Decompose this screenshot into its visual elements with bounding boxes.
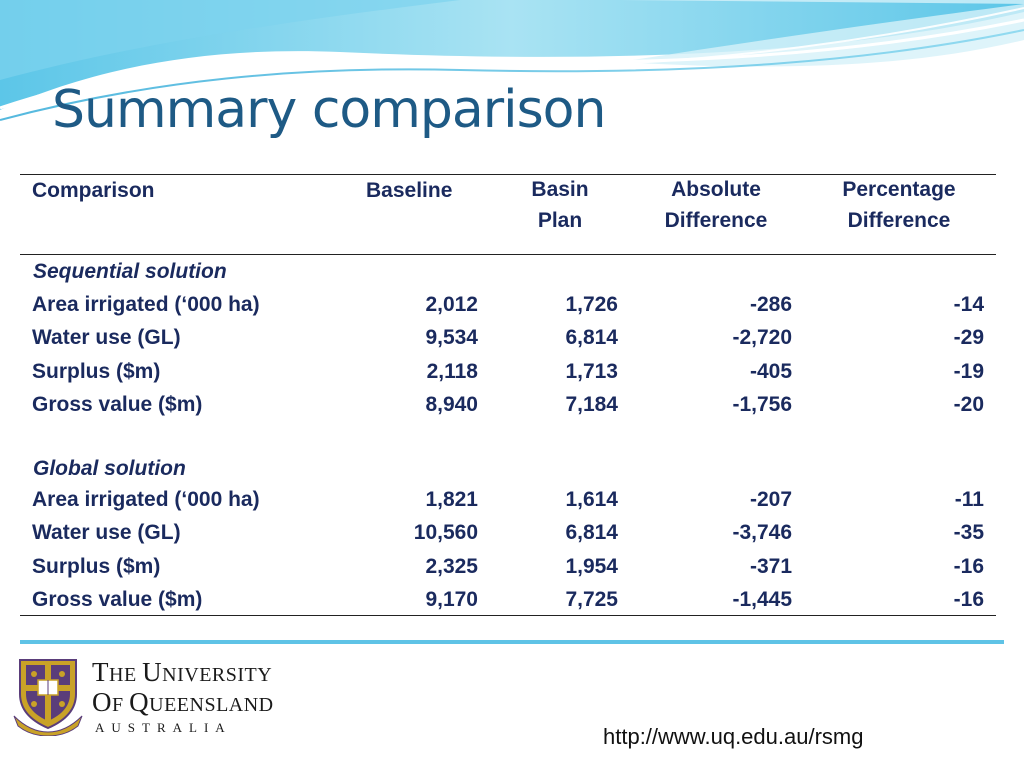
row-label: Surplus ($m) — [32, 555, 161, 578]
cell-percentage-difference: -35 — [953, 521, 984, 544]
cell-baseline: 2,012 — [425, 293, 478, 316]
col-header-comparison: Comparison — [32, 179, 155, 202]
cell-percentage-difference: -16 — [953, 555, 984, 578]
footer-divider — [20, 640, 1004, 644]
university-name-line1: THE UNIVERSITY — [92, 657, 273, 687]
cell-percentage-difference: -20 — [953, 393, 984, 416]
university-name-line2: OF QUEENSLAND — [92, 687, 274, 717]
row-label: Gross value ($m) — [32, 393, 203, 416]
summary-table — [20, 174, 996, 616]
cell-absolute-difference: -3,746 — [732, 521, 792, 544]
cell-baseline: 9,170 — [425, 588, 478, 611]
cell-percentage-difference: -14 — [953, 293, 984, 316]
university-country: AUSTRALIA — [95, 720, 232, 735]
cell-basin-plan: 1,954 — [565, 555, 618, 578]
col-header-pct-line1: Percentage — [842, 178, 956, 201]
cell-baseline: 2,118 — [426, 360, 478, 383]
col-header-absolute-difference: Absolute Difference — [646, 174, 786, 236]
cell-basin-plan: 6,814 — [565, 521, 618, 544]
cell-basin-plan: 7,184 — [565, 393, 618, 416]
header-swoosh-decoration — [0, 0, 1024, 121]
cell-absolute-difference: -2,720 — [732, 326, 792, 349]
section-label-sequential: Sequential solution — [33, 260, 227, 283]
cell-percentage-difference: -29 — [953, 326, 984, 349]
cell-baseline: 9,534 — [425, 326, 478, 349]
cell-percentage-difference: -11 — [954, 488, 984, 511]
row-label: Water use (GL) — [32, 521, 181, 544]
cell-absolute-difference: -371 — [749, 555, 792, 578]
header-divider — [20, 254, 996, 255]
col-header-basin-line2: Plan — [537, 209, 583, 232]
cell-absolute-difference: -405 — [749, 360, 792, 383]
cell-basin-plan: 1,614 — [565, 488, 618, 511]
cell-absolute-difference: -286 — [749, 293, 792, 316]
cell-percentage-difference: -19 — [953, 360, 984, 383]
col-header-baseline: Baseline — [366, 179, 453, 202]
row-label: Gross value ($m) — [32, 588, 203, 611]
cell-absolute-difference: -207 — [749, 488, 792, 511]
col-header-abs-line1: Absolute — [671, 178, 761, 201]
col-header-abs-line2: Difference — [664, 209, 768, 232]
cell-basin-plan: 1,713 — [565, 360, 618, 383]
col-header-basin-line1: Basin — [531, 178, 589, 201]
section-label-global: Global solution — [33, 457, 186, 480]
cell-baseline: 8,940 — [425, 393, 478, 416]
cell-baseline: 2,325 — [425, 555, 478, 578]
cell-absolute-difference: -1,756 — [732, 393, 792, 416]
footer-url[interactable]: http://www.uq.edu.au/rsmg — [603, 724, 864, 749]
row-label: Area irrigated (‘000 ha) — [32, 488, 260, 511]
cell-basin-plan: 1,726 — [565, 293, 618, 316]
cell-absolute-difference: -1,445 — [732, 588, 792, 611]
university-crest-icon — [13, 659, 83, 736]
cell-basin-plan: 6,814 — [565, 326, 618, 349]
cell-basin-plan: 7,725 — [565, 588, 618, 611]
page-title: Summary comparison — [52, 80, 606, 140]
col-header-percentage-difference: Percentage Difference — [826, 174, 972, 236]
cell-baseline: 1,821 — [425, 488, 478, 511]
col-header-pct-line2: Difference — [847, 209, 951, 232]
cell-baseline: 10,560 — [413, 521, 478, 544]
row-label: Water use (GL) — [32, 326, 181, 349]
cell-percentage-difference: -16 — [953, 588, 984, 611]
col-header-basin-plan: Basin Plan — [510, 174, 610, 236]
row-label: Area irrigated (‘000 ha) — [32, 293, 260, 316]
row-label: Surplus ($m) — [32, 360, 161, 383]
